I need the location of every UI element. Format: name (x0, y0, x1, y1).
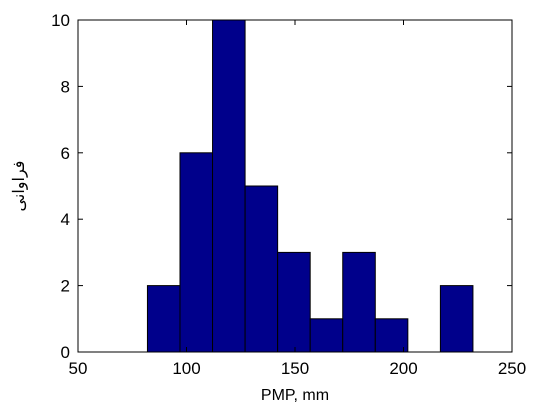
histogram-bar-4 (277, 251, 311, 353)
histogram-bar-9 (439, 285, 474, 353)
x-tick-label: 200 (389, 359, 417, 378)
bars-group (146, 19, 474, 353)
histogram-bar-2 (212, 19, 246, 353)
histogram-bar-1 (179, 152, 214, 353)
y-tick-label: 0 (61, 343, 70, 362)
y-axis-ticks: 0 2 4 6 8 10 (51, 11, 512, 362)
y-tick-label: 10 (51, 11, 70, 30)
x-tick-label: 100 (172, 359, 200, 378)
x-tick-label: 50 (69, 359, 88, 378)
histogram-bar-7 (374, 318, 409, 353)
histogram-bar-5 (309, 318, 344, 353)
histogram-bar-0 (146, 285, 181, 353)
y-tick-label: 8 (61, 77, 70, 96)
x-axis-ticks: 50 100 150 200 250 (69, 20, 526, 378)
histogram-bar-6 (342, 251, 376, 353)
y-tick-label: 6 (61, 144, 70, 163)
y-axis-label: فراوانی (11, 161, 28, 212)
y-tick-label: 4 (61, 210, 70, 229)
x-tick-label: 150 (281, 359, 309, 378)
y-tick-label: 2 (61, 277, 70, 296)
x-axis-label: PMP, mm (261, 387, 329, 404)
histogram-bar-3 (244, 185, 279, 353)
x-tick-label: 250 (498, 359, 526, 378)
